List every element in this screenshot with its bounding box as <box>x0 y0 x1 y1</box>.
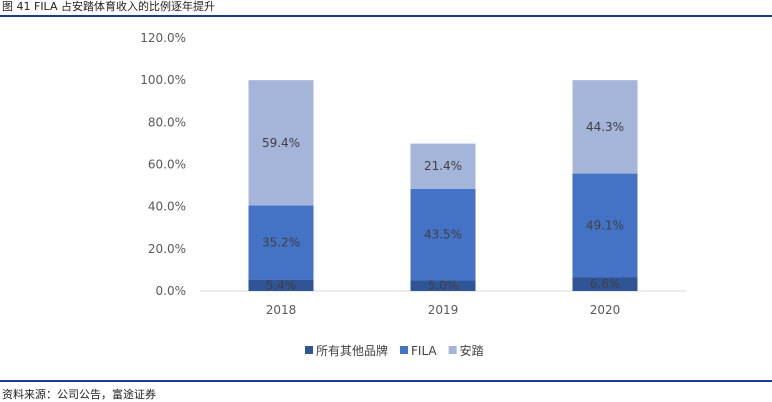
bottom-rule <box>0 380 772 382</box>
y-tick-label: 60.0% <box>148 158 186 172</box>
data-label: 35.2% <box>262 236 300 250</box>
y-tick-label: 40.0% <box>148 200 186 214</box>
y-tick-label: 0.0% <box>156 284 187 298</box>
bar-segment <box>248 80 314 206</box>
figure-title: 图 41 FILA 占安踏体育收入的比例逐年提升 <box>2 0 215 13</box>
bar-segment <box>410 143 476 189</box>
legend-swatch <box>448 346 457 354</box>
bar-segment <box>572 277 638 291</box>
y-tick-label: 20.0% <box>148 242 186 256</box>
bar-segment <box>410 188 476 281</box>
y-tick-label: 100.0% <box>140 73 186 87</box>
data-label: 5.4% <box>266 278 297 292</box>
bar-segment <box>410 280 476 291</box>
y-tick-label: 120.0% <box>140 31 186 45</box>
legend-label: 安踏 <box>460 343 484 358</box>
bar-segment <box>248 279 314 291</box>
data-label: 43.5% <box>424 228 462 242</box>
data-label: 59.4% <box>262 136 300 150</box>
data-label: 21.4% <box>424 159 462 173</box>
stacked-bar-chart: 0.0% 20.0% 40.0% 60.0% 80.0% 100.0% 120.0% 5.4%… <box>140 31 686 358</box>
bar-segment <box>248 205 314 280</box>
legend-label: 所有其他品牌 <box>316 344 388 358</box>
y-tick-label: 80.0% <box>148 115 186 129</box>
legend-swatch <box>305 346 313 354</box>
legend-swatch <box>400 346 409 354</box>
data-label: 5.0% <box>428 279 459 293</box>
data-label: 44.3% <box>586 120 624 134</box>
bar-segment <box>572 80 638 174</box>
source-note: 资料来源：公司公告，富途证券 <box>2 388 156 401</box>
legend-label: FILA <box>411 344 437 358</box>
data-label: 6.6% <box>590 277 621 291</box>
data-label: 49.1% <box>586 218 624 232</box>
x-tick-label: 2019 <box>428 303 459 317</box>
bar-segment <box>572 173 638 278</box>
x-tick-label: 2020 <box>590 303 621 317</box>
x-tick-label: 2018 <box>266 303 297 317</box>
top-rule <box>0 15 772 17</box>
